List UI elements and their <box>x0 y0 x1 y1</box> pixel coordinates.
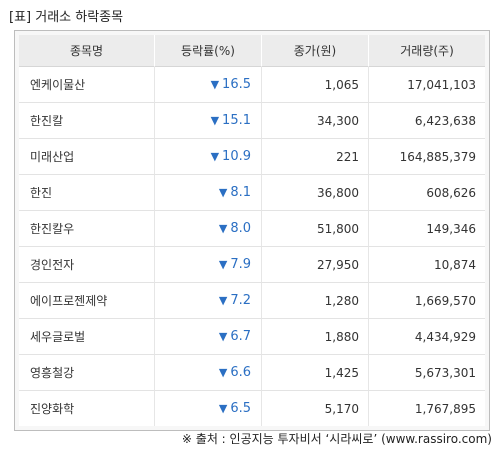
close-price: 1,280 <box>262 283 369 319</box>
close-price: 51,800 <box>262 211 369 247</box>
change-rate-value: 8.1 <box>230 185 251 200</box>
down-arrow-icon: ▼ <box>218 294 228 307</box>
trade-volume: 17,041,103 <box>369 67 485 103</box>
stock-name: 한진칼 <box>19 103 155 139</box>
stock-name: 영흥철강 <box>19 355 155 391</box>
down-arrow-icon: ▼ <box>218 366 228 379</box>
down-arrow-icon: ▼ <box>210 114 220 127</box>
down-arrow-icon: ▼ <box>218 402 228 415</box>
change-rate-cell: ▼ 7.9 <box>155 247 262 283</box>
change-rate-value: 15.1 <box>222 113 251 128</box>
trade-volume: 10,874 <box>369 247 485 283</box>
table-row: 세우글로벌 ▼ 6.7 1,880 4,434,929 <box>19 319 485 355</box>
trade-volume: 5,673,301 <box>369 355 485 391</box>
stock-name: 엔케이물산 <box>19 67 155 103</box>
change-rate-value: 10.9 <box>222 149 251 164</box>
close-price: 1,065 <box>262 67 369 103</box>
header-name: 종목명 <box>19 35 155 67</box>
stock-name: 에이프로젠제약 <box>19 283 155 319</box>
stock-name: 한진칼우 <box>19 211 155 247</box>
stock-name: 경인전자 <box>19 247 155 283</box>
change-rate-value: 6.7 <box>230 329 251 344</box>
trade-volume: 608,626 <box>369 175 485 211</box>
stock-name: 진양화학 <box>19 391 155 426</box>
close-price: 1,425 <box>262 355 369 391</box>
table-row: 경인전자 ▼ 7.9 27,950 10,874 <box>19 247 485 283</box>
trade-volume: 6,423,638 <box>369 103 485 139</box>
down-arrow-icon: ▼ <box>210 78 220 91</box>
declining-stocks-table: 종목명 등락률(%) 종가(원) 거래량(주) 엔케이물산 ▼ 16.5 1,065 1… <box>19 35 485 426</box>
header-change-rate: 등락률(%) <box>155 35 262 67</box>
table-header-row: 종목명 등락률(%) 종가(원) 거래량(주) <box>19 35 485 67</box>
down-arrow-icon: ▼ <box>218 330 228 343</box>
change-rate-cell: ▼ 8.1 <box>155 175 262 211</box>
header-close-price: 종가(원) <box>262 35 369 67</box>
source-note: ※ 출처 : 인공지능 투자비서 ‘시라씨로’ (www.rassiro.com… <box>181 432 492 446</box>
trade-volume: 1,767,895 <box>369 391 485 426</box>
down-arrow-icon: ▼ <box>210 150 220 163</box>
close-price: 1,880 <box>262 319 369 355</box>
table-row: 엔케이물산 ▼ 16.5 1,065 17,041,103 <box>19 67 485 103</box>
down-arrow-icon: ▼ <box>218 186 228 199</box>
change-rate-value: 6.5 <box>230 401 251 416</box>
change-rate-cell: ▼ 6.6 <box>155 355 262 391</box>
change-rate-value: 8.0 <box>230 221 251 236</box>
change-rate-cell: ▼ 8.0 <box>155 211 262 247</box>
trade-volume: 149,346 <box>369 211 485 247</box>
table-row: 미래산업 ▼ 10.9 221 164,885,379 <box>19 139 485 175</box>
change-rate-value: 16.5 <box>222 77 251 92</box>
trade-volume: 1,669,570 <box>369 283 485 319</box>
change-rate-cell: ▼ 15.1 <box>155 103 262 139</box>
trade-volume: 164,885,379 <box>369 139 485 175</box>
down-arrow-icon: ▼ <box>218 258 228 271</box>
change-rate-value: 7.2 <box>230 293 251 308</box>
down-arrow-icon: ▼ <box>218 222 228 235</box>
change-rate-value: 6.6 <box>230 365 251 380</box>
close-price: 36,800 <box>262 175 369 211</box>
close-price: 27,950 <box>262 247 369 283</box>
change-rate-cell: ▼ 6.5 <box>155 391 262 426</box>
trade-volume: 4,434,929 <box>369 319 485 355</box>
table-row: 한진칼 ▼ 15.1 34,300 6,423,638 <box>19 103 485 139</box>
change-rate-cell: ▼ 6.7 <box>155 319 262 355</box>
header-volume: 거래량(주) <box>369 35 485 67</box>
table-row: 진양화학 ▼ 6.5 5,170 1,767,895 <box>19 391 485 426</box>
page-title: [표] 거래소 하락종목 <box>9 10 124 25</box>
change-rate-cell: ▼ 7.2 <box>155 283 262 319</box>
close-price: 221 <box>262 139 369 175</box>
table-row: 한진칼우 ▼ 8.0 51,800 149,346 <box>19 211 485 247</box>
change-rate-cell: ▼ 10.9 <box>155 139 262 175</box>
stock-name: 미래산업 <box>19 139 155 175</box>
stock-name: 세우글로벌 <box>19 319 155 355</box>
change-rate-value: 7.9 <box>230 257 251 272</box>
table-row: 에이프로젠제약 ▼ 7.2 1,280 1,669,570 <box>19 283 485 319</box>
close-price: 34,300 <box>262 103 369 139</box>
close-price: 5,170 <box>262 391 369 426</box>
stock-table-frame: 종목명 등락률(%) 종가(원) 거래량(주) 엔케이물산 ▼ 16.5 1,065 1… <box>14 30 490 431</box>
change-rate-cell: ▼ 16.5 <box>155 67 262 103</box>
table-row: 한진 ▼ 8.1 36,800 608,626 <box>19 175 485 211</box>
stock-name: 한진 <box>19 175 155 211</box>
table-row: 영흥철강 ▼ 6.6 1,425 5,673,301 <box>19 355 485 391</box>
